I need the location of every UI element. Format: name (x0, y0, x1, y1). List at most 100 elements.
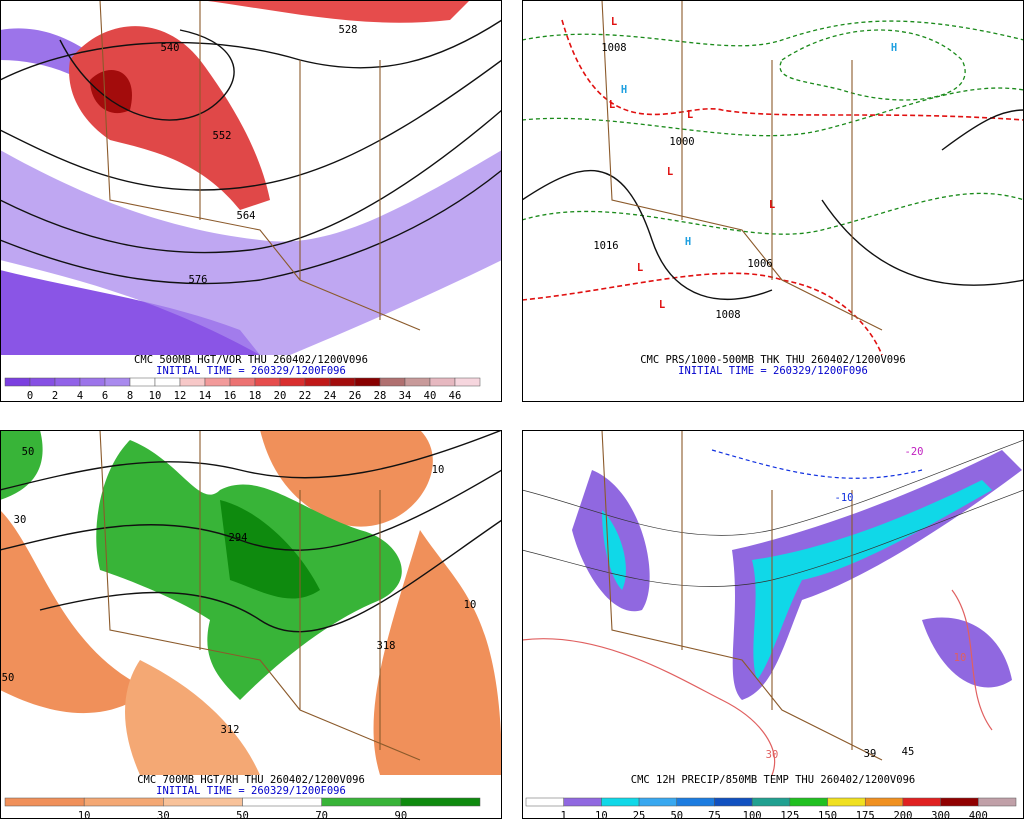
map-label: L (611, 16, 617, 28)
colorbar-cell (4, 377, 31, 387)
colorbar-label: 22 (299, 390, 312, 402)
colorbar-cell (454, 377, 481, 387)
map-label: 564 (237, 210, 256, 222)
colorbar-cell (902, 797, 941, 807)
map-label: 1016 (593, 240, 618, 252)
colorbar-cell (304, 377, 331, 387)
colorbar-cell (54, 377, 81, 387)
colorbar-label: 8 (127, 390, 133, 402)
colorbar-label: 150 (818, 810, 837, 819)
initial-time: INITIAL TIME = 260329/1200F096 (156, 785, 346, 797)
colorbar-label: 34 (399, 390, 412, 402)
map-label: -20 (905, 446, 924, 458)
colorbar-label: 24 (324, 390, 337, 402)
colorbar-label: 10 (595, 810, 608, 819)
colorbar-cell (978, 797, 1017, 807)
colorbar-cell (129, 377, 156, 387)
map-label: 294 (229, 532, 248, 544)
colorbar-cell (242, 797, 322, 807)
colorbar-label: 16 (224, 390, 237, 402)
colorbar-cell (864, 797, 904, 807)
colorbar-cell (676, 797, 715, 807)
map-label: 552 (213, 130, 232, 142)
map-label: H (891, 42, 897, 54)
colorbar-cell (229, 377, 256, 387)
map-label: 1008 (715, 309, 740, 321)
colorbar-cell (329, 377, 356, 387)
colorbar-label: 175 (856, 810, 875, 819)
colorbar-cell (154, 377, 181, 387)
map-precip (522, 430, 1024, 775)
map-label: H (685, 236, 691, 248)
colorbar-label: 125 (780, 810, 799, 819)
colorbar-label: 20 (274, 390, 287, 402)
colorbar-label: 40 (424, 390, 437, 402)
colorbar-label: 400 (969, 810, 988, 819)
colorbar-label: 10 (78, 810, 91, 819)
map-label: L (687, 109, 693, 121)
map-label: 1006 (747, 258, 772, 270)
colorbar-cell (940, 797, 979, 807)
map-label: 528 (339, 24, 358, 36)
colorbar-label: 12 (174, 390, 187, 402)
colorbar-cell (429, 377, 456, 387)
map-label: -10 (835, 492, 854, 504)
colorbar-cell (400, 797, 481, 807)
colorbar-cell (601, 797, 640, 807)
colorbar-label: 28 (374, 390, 387, 402)
map-label: L (659, 299, 665, 311)
map-label: 318 (377, 640, 396, 652)
map-label: 540 (161, 42, 180, 54)
map-label: 50 (22, 446, 35, 458)
colorbar-label: 14 (199, 390, 212, 402)
map-label: L (637, 262, 643, 274)
colorbar-cell (789, 797, 828, 807)
colorbar-cell (83, 797, 164, 807)
colorbar-label: 75 (708, 810, 721, 819)
colorbar-cell (638, 797, 678, 807)
colorbar-cell (163, 797, 243, 807)
colorbar-label: 30 (157, 810, 170, 819)
colorbar-cell (79, 377, 106, 387)
colorbar-label: 300 (931, 810, 950, 819)
colorbar-label: 4 (77, 390, 83, 402)
colorbar-label: 50 (236, 810, 249, 819)
initial-time: INITIAL TIME = 260329/1200F096 (156, 365, 346, 377)
map-label: 30 (766, 749, 779, 761)
panel-title: CMC 500MB HGT/VOR THU 260402/1200V096 (134, 354, 368, 366)
map-label: L (769, 199, 775, 211)
panel-title: CMC 12H PRECIP/850MB TEMP THU 260402/120… (631, 774, 915, 786)
colorbar-cell (379, 377, 406, 387)
map-label: 1008 (601, 42, 626, 54)
map-label: H (621, 84, 627, 96)
colorbar-cell (29, 377, 56, 387)
colorbar-label: 46 (449, 390, 462, 402)
colorbar-cell (354, 377, 381, 387)
colorbar-cell (404, 377, 431, 387)
colorbar-cell (204, 377, 231, 387)
map-label: 10 (432, 464, 445, 476)
map-label: 1000 (669, 136, 694, 148)
colorbar-cell (254, 377, 281, 387)
colorbar-cell (4, 797, 85, 807)
map-label: 30 (14, 514, 27, 526)
colorbar-label: 26 (349, 390, 362, 402)
colorbar-cell (714, 797, 753, 807)
map-label: L (609, 99, 615, 111)
colorbar-cell (827, 797, 866, 807)
map-pressure (522, 0, 1024, 355)
colorbar-label: 50 (670, 810, 683, 819)
colorbar-label: 70 (315, 810, 328, 819)
colorbar-label: 6 (102, 390, 108, 402)
colorbar-label: 100 (743, 810, 762, 819)
colorbar-label: 0 (27, 390, 33, 402)
map-label: 50 (2, 672, 15, 684)
colorbar-label: 200 (893, 810, 912, 819)
colorbar-cell (179, 377, 206, 387)
colorbar-label: 2 (52, 390, 58, 402)
map-label: 10 (464, 599, 477, 611)
initial-time: INITIAL TIME = 260329/1200F096 (678, 365, 868, 377)
colorbar-label: 10 (149, 390, 162, 402)
colorbar-cell (104, 377, 131, 387)
colorbar-label: 25 (633, 810, 646, 819)
